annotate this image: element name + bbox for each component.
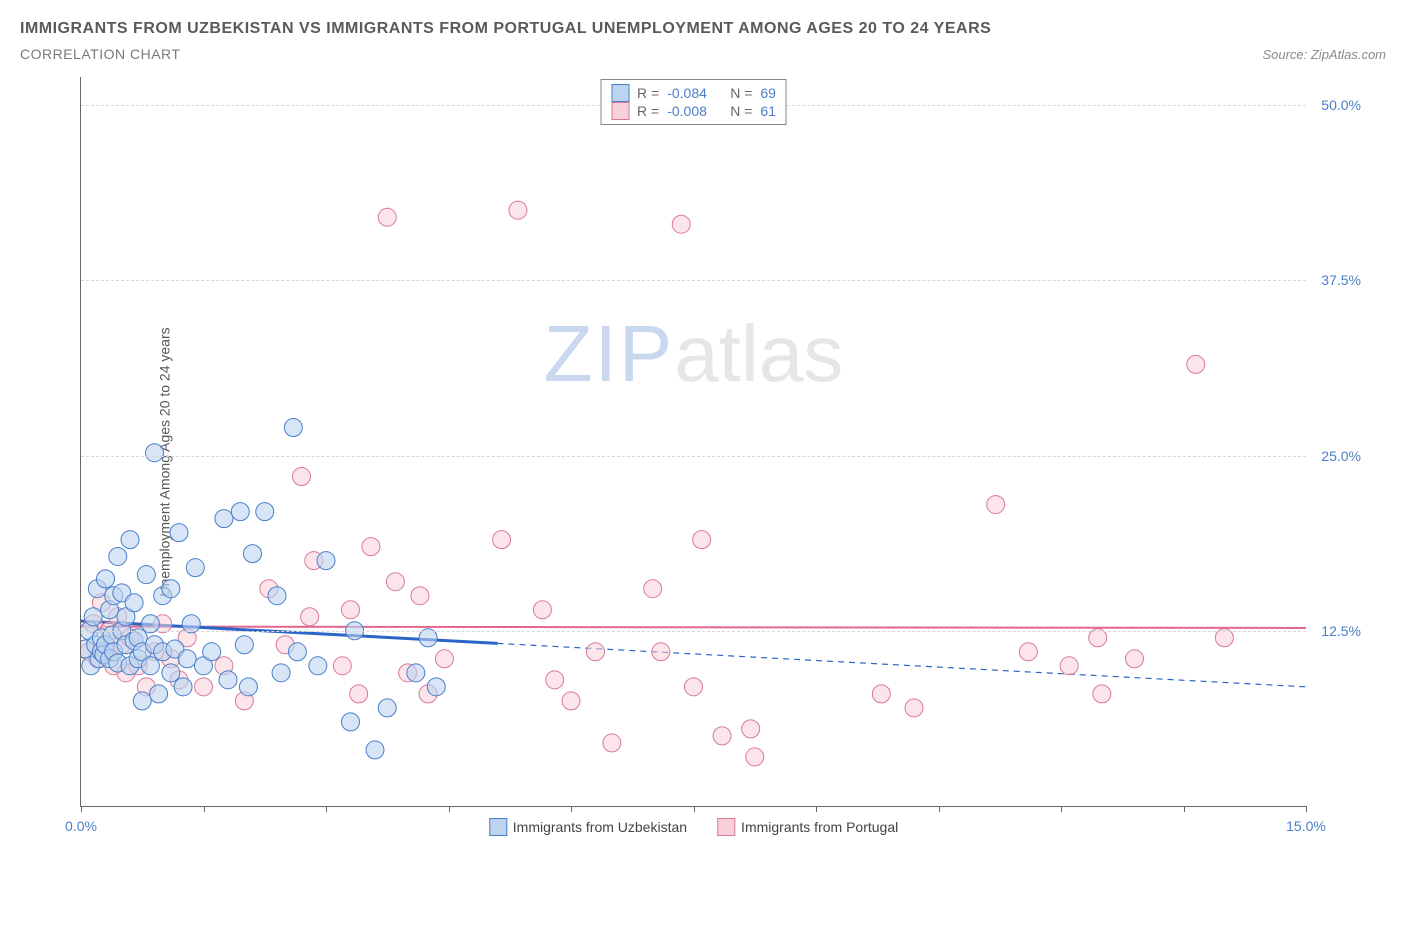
xtick-label-max: 15.0% xyxy=(1286,818,1326,834)
gridline-h xyxy=(81,631,1306,632)
n-label: N = xyxy=(730,103,752,119)
ytick-label: 37.5% xyxy=(1321,272,1361,288)
xtick-mark xyxy=(326,806,327,812)
corr-row-pink: R = -0.008 N = 61 xyxy=(611,102,776,120)
ytick-label: 12.5% xyxy=(1321,623,1361,639)
r-label: R = xyxy=(637,103,659,119)
corr-row-blue: R = -0.084 N = 69 xyxy=(611,84,776,102)
ytick-label: 50.0% xyxy=(1321,97,1361,113)
n-value-blue: 69 xyxy=(760,85,776,101)
r-label: R = xyxy=(637,85,659,101)
chart-subtitle: CORRELATION CHART xyxy=(20,46,180,62)
watermark-atlas: atlas xyxy=(674,309,843,398)
xtick-mark xyxy=(81,806,82,812)
plot-area: Unemployment Among Ages 20 to 24 years Z… xyxy=(60,77,1366,847)
chart-container: IMMIGRANTS FROM UZBEKISTAN VS IMMIGRANTS… xyxy=(20,20,1386,910)
xtick-mark xyxy=(204,806,205,812)
svg-overlay xyxy=(81,77,1306,806)
subtitle-row: CORRELATION CHART Source: ZipAtlas.com xyxy=(20,46,1386,62)
swatch-blue xyxy=(611,84,629,102)
xtick-mark xyxy=(694,806,695,812)
swatch-blue xyxy=(489,818,507,836)
xtick-mark xyxy=(816,806,817,812)
source-attribution: Source: ZipAtlas.com xyxy=(1262,47,1386,62)
correlation-legend: R = -0.084 N = 69 R = -0.008 N = 61 xyxy=(600,79,787,125)
ytick-label: 25.0% xyxy=(1321,448,1361,464)
xtick-mark xyxy=(1306,806,1307,812)
xtick-label-min: 0.0% xyxy=(65,818,97,834)
swatch-pink xyxy=(611,102,629,120)
watermark-zip: ZIP xyxy=(544,309,674,398)
legend-label-blue: Immigrants from Uzbekistan xyxy=(513,819,687,835)
legend-label-pink: Immigrants from Portugal xyxy=(741,819,898,835)
xtick-mark xyxy=(571,806,572,812)
xtick-mark xyxy=(1184,806,1185,812)
xtick-mark xyxy=(939,806,940,812)
watermark: ZIPatlas xyxy=(544,308,843,400)
legend-item-blue: Immigrants from Uzbekistan xyxy=(489,818,687,836)
plot-inner: ZIPatlas R = -0.084 N = 69 R = -0.008 N … xyxy=(80,77,1306,807)
r-value-blue: -0.084 xyxy=(667,85,722,101)
xtick-mark xyxy=(449,806,450,812)
xtick-mark xyxy=(1061,806,1062,812)
bottom-legend: Immigrants from Uzbekistan Immigrants fr… xyxy=(489,818,898,836)
gridline-h xyxy=(81,456,1306,457)
n-label: N = xyxy=(730,85,752,101)
gridline-h xyxy=(81,280,1306,281)
swatch-pink xyxy=(717,818,735,836)
chart-title: IMMIGRANTS FROM UZBEKISTAN VS IMMIGRANTS… xyxy=(20,20,1386,38)
n-value-pink: 61 xyxy=(760,103,776,119)
r-value-pink: -0.008 xyxy=(667,103,722,119)
legend-item-pink: Immigrants from Portugal xyxy=(717,818,898,836)
